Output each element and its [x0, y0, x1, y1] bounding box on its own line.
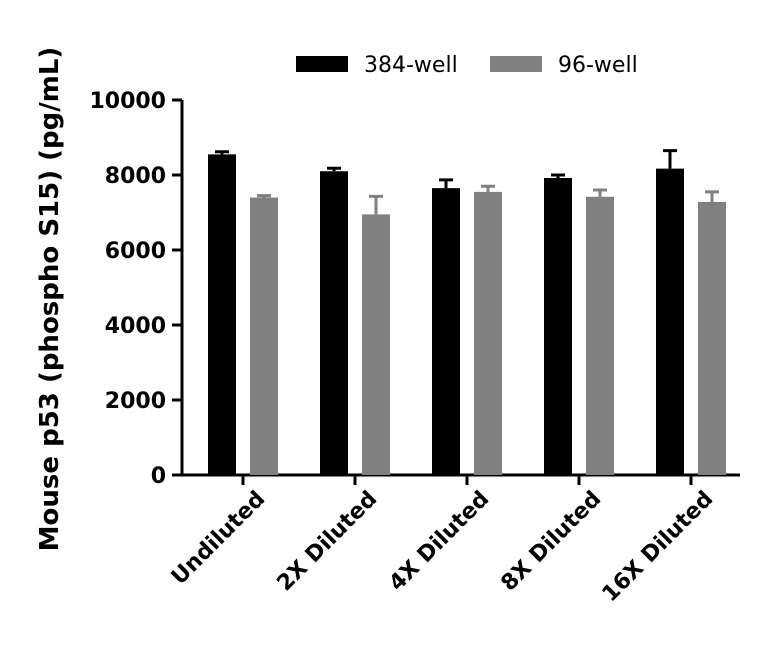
y-tick-labels: 0 2000 4000 6000 8000 10000	[89, 89, 166, 489]
y-tick-label: 2000	[105, 389, 166, 414]
error-bars	[215, 149, 719, 215]
legend-swatch	[296, 56, 348, 72]
bar	[586, 196, 614, 475]
bar	[474, 191, 502, 475]
bar	[320, 171, 348, 475]
bar	[362, 214, 390, 475]
bar	[250, 197, 278, 475]
bar	[698, 202, 726, 475]
y-axis-label: Mouse p53 (phospho S15) (pg/mL)	[35, 47, 65, 552]
y-tick-label: 4000	[105, 314, 166, 339]
x-tick-label: 16X Diluted	[598, 487, 719, 608]
x-tick-label: Undiluted	[167, 487, 270, 590]
x-tick-label: 8X Diluted	[497, 487, 607, 597]
legend: 384-well 96-well	[296, 53, 638, 78]
bar	[544, 178, 572, 475]
x-tick-label: 2X Diluted	[273, 487, 383, 597]
x-tick-label: 4X Diluted	[385, 487, 495, 597]
y-tick-label: 6000	[105, 239, 166, 264]
legend-label: 384-well	[364, 53, 458, 78]
bars	[208, 154, 726, 475]
y-tick-label: 0	[151, 464, 166, 489]
y-tick-label: 8000	[105, 164, 166, 189]
bar	[432, 188, 460, 475]
bar	[656, 168, 684, 475]
bar	[208, 154, 236, 475]
legend-label: 96-well	[558, 53, 638, 78]
x-tick-labels: Undiluted 2X Diluted 4X Diluted 8X Diluted1…	[167, 487, 718, 608]
y-tick-label: 10000	[89, 89, 166, 114]
legend-swatch	[490, 56, 542, 72]
